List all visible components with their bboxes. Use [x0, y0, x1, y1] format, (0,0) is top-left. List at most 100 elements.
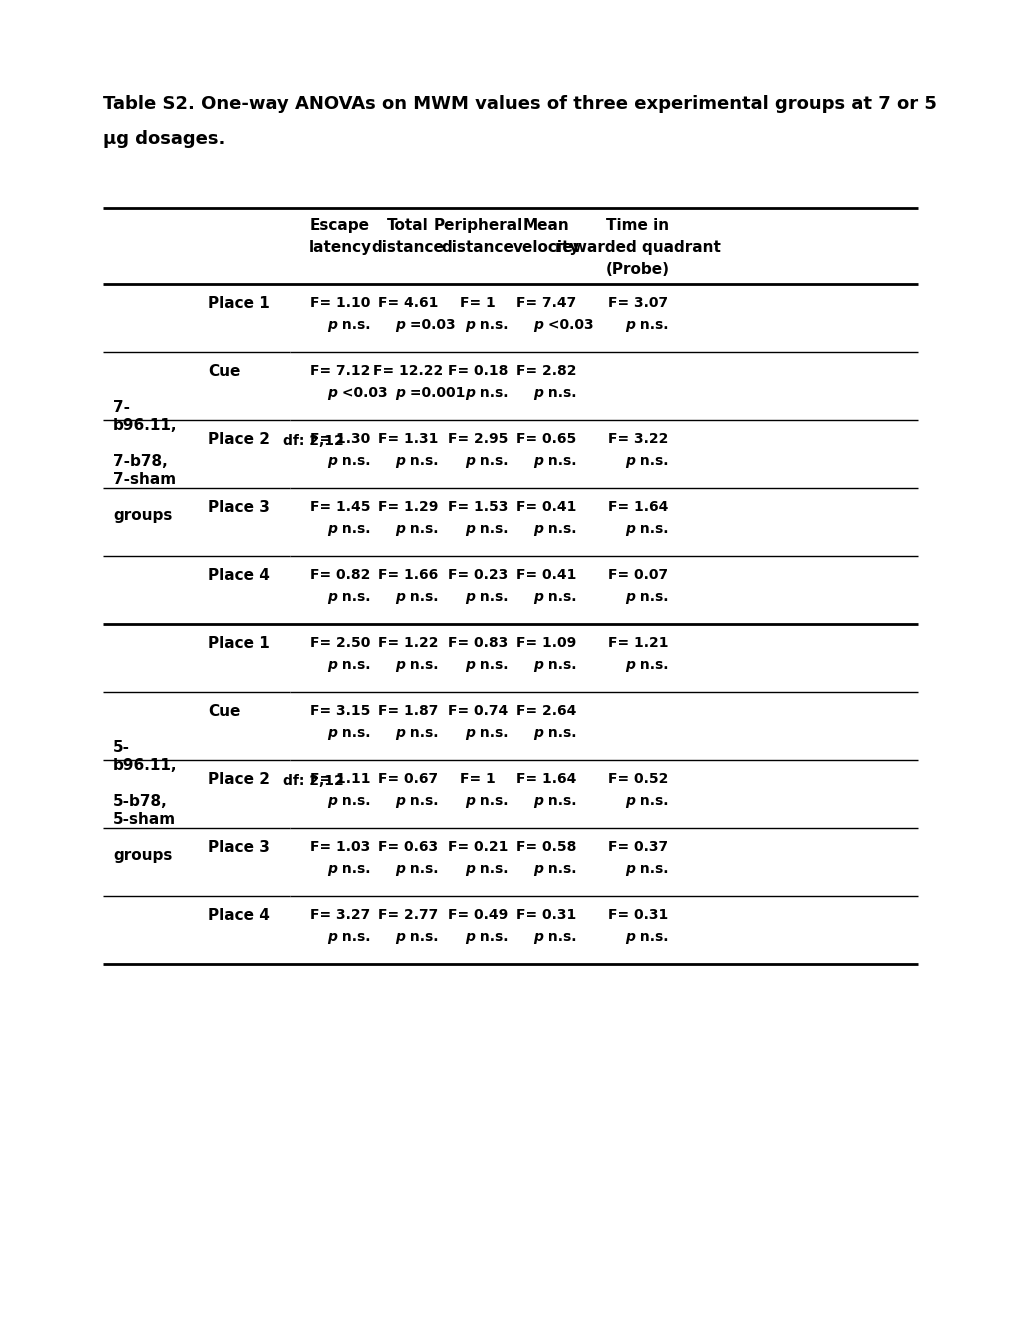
Text: groups: groups — [113, 847, 172, 863]
Text: Place 1: Place 1 — [208, 296, 269, 312]
Text: p: p — [625, 657, 635, 672]
Text: n.s.: n.s. — [405, 862, 438, 876]
Text: n.s.: n.s. — [475, 385, 508, 400]
Text: p: p — [394, 657, 405, 672]
Text: p: p — [533, 521, 542, 536]
Text: df: 2,12: df: 2,12 — [282, 774, 343, 788]
Text: n.s.: n.s. — [542, 521, 576, 536]
Text: p: p — [533, 657, 542, 672]
Text: b96.11,: b96.11, — [113, 418, 177, 433]
Text: p: p — [394, 521, 405, 536]
Text: F= 1.10: F= 1.10 — [310, 296, 370, 310]
Text: F= 1.09: F= 1.09 — [516, 636, 576, 649]
Text: n.s.: n.s. — [635, 931, 667, 944]
Text: n.s.: n.s. — [405, 590, 438, 605]
Text: Place 2: Place 2 — [208, 772, 270, 787]
Text: n.s.: n.s. — [475, 726, 508, 741]
Text: p: p — [394, 726, 405, 741]
Text: F= 0.41: F= 0.41 — [516, 500, 576, 513]
Text: p: p — [465, 862, 475, 876]
Text: n.s.: n.s. — [475, 862, 508, 876]
Text: F= 0.07: F= 0.07 — [607, 568, 667, 582]
Text: p: p — [394, 795, 405, 808]
Text: F= 0.83: F= 0.83 — [447, 636, 507, 649]
Text: p: p — [465, 795, 475, 808]
Text: p: p — [625, 318, 635, 333]
Text: Place 3: Place 3 — [208, 840, 270, 855]
Text: 7-sham: 7-sham — [113, 473, 176, 487]
Text: p: p — [327, 454, 336, 469]
Text: n.s.: n.s. — [542, 385, 576, 400]
Text: F= 1.11: F= 1.11 — [310, 772, 370, 785]
Text: n.s.: n.s. — [542, 862, 576, 876]
Text: 7-: 7- — [113, 400, 129, 414]
Text: n.s.: n.s. — [635, 862, 667, 876]
Text: n.s.: n.s. — [635, 521, 667, 536]
Text: n.s.: n.s. — [475, 454, 508, 469]
Text: F= 0.58: F= 0.58 — [516, 840, 576, 854]
Text: p: p — [533, 454, 542, 469]
Text: F= 3.27: F= 3.27 — [310, 908, 370, 921]
Text: F= 2.82: F= 2.82 — [516, 364, 576, 378]
Text: df: 2,12: df: 2,12 — [282, 434, 343, 447]
Text: p: p — [327, 318, 336, 333]
Text: F= 0.67: F= 0.67 — [378, 772, 437, 785]
Text: n.s.: n.s. — [635, 590, 667, 605]
Text: distance: distance — [371, 240, 444, 255]
Text: F= 0.41: F= 0.41 — [516, 568, 576, 582]
Text: p: p — [465, 931, 475, 944]
Text: n.s.: n.s. — [336, 862, 370, 876]
Text: n.s.: n.s. — [336, 318, 370, 333]
Text: F= 1.29: F= 1.29 — [377, 500, 438, 513]
Text: F= 7.47: F= 7.47 — [516, 296, 576, 310]
Text: p: p — [394, 385, 405, 400]
Text: n.s.: n.s. — [475, 931, 508, 944]
Text: p: p — [394, 862, 405, 876]
Text: =0.03: =0.03 — [405, 318, 455, 333]
Text: distance: distance — [441, 240, 514, 255]
Text: F= 1.45: F= 1.45 — [310, 500, 370, 513]
Text: b96.11,: b96.11, — [113, 758, 177, 774]
Text: F= 2.77: F= 2.77 — [377, 908, 438, 921]
Text: p: p — [394, 931, 405, 944]
Text: F= 1.53: F= 1.53 — [447, 500, 507, 513]
Text: F= 1: F= 1 — [460, 772, 495, 785]
Text: Peripheral: Peripheral — [433, 218, 522, 234]
Text: F= 1.21: F= 1.21 — [607, 636, 667, 649]
Text: p: p — [625, 862, 635, 876]
Text: F= 0.74: F= 0.74 — [447, 704, 507, 718]
Text: <0.03: <0.03 — [542, 318, 593, 333]
Text: Total: Total — [387, 218, 428, 234]
Text: p: p — [327, 385, 336, 400]
Text: p: p — [625, 931, 635, 944]
Text: Place 4: Place 4 — [208, 568, 270, 583]
Text: p: p — [465, 318, 475, 333]
Text: n.s.: n.s. — [336, 590, 370, 605]
Text: n.s.: n.s. — [635, 454, 667, 469]
Text: 5-b78,: 5-b78, — [113, 795, 167, 809]
Text: p: p — [625, 795, 635, 808]
Text: F= 3.15: F= 3.15 — [310, 704, 370, 718]
Text: =0.001: =0.001 — [405, 385, 465, 400]
Text: n.s.: n.s. — [475, 795, 508, 808]
Text: p: p — [394, 454, 405, 469]
Text: p: p — [327, 521, 336, 536]
Text: F= 4.61: F= 4.61 — [377, 296, 438, 310]
Text: n.s.: n.s. — [475, 521, 508, 536]
Text: p: p — [533, 931, 542, 944]
Text: F= 3.07: F= 3.07 — [607, 296, 667, 310]
Text: p: p — [394, 590, 405, 605]
Text: latency: latency — [308, 240, 371, 255]
Text: 5-sham: 5-sham — [113, 812, 176, 828]
Text: n.s.: n.s. — [405, 795, 438, 808]
Text: n.s.: n.s. — [405, 521, 438, 536]
Text: n.s.: n.s. — [475, 657, 508, 672]
Text: p: p — [327, 726, 336, 741]
Text: n.s.: n.s. — [336, 931, 370, 944]
Text: p: p — [327, 795, 336, 808]
Text: F= 0.52: F= 0.52 — [607, 772, 667, 785]
Text: F= 1.22: F= 1.22 — [377, 636, 438, 649]
Text: F= 1.30: F= 1.30 — [310, 432, 370, 446]
Text: p: p — [465, 590, 475, 605]
Text: Place 2: Place 2 — [208, 432, 270, 447]
